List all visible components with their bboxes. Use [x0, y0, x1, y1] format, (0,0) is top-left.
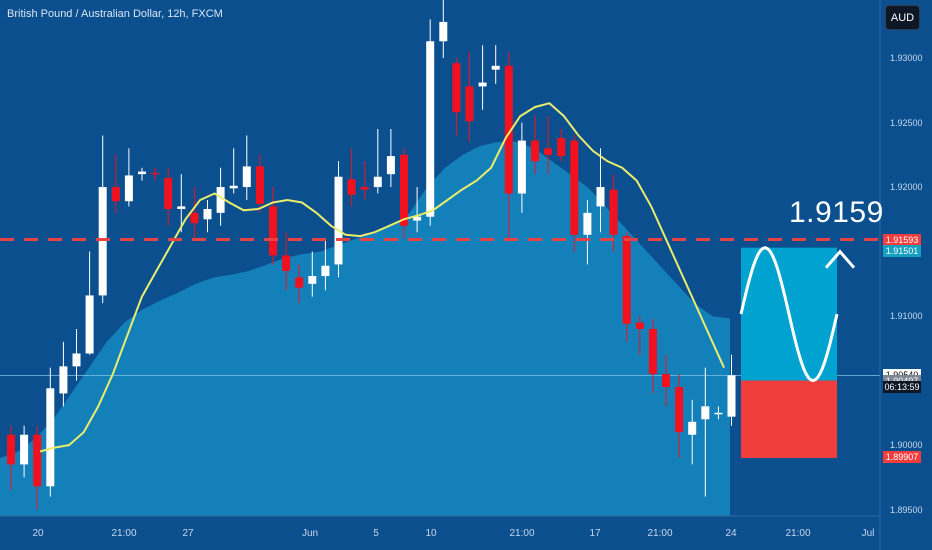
candle-body — [583, 212, 592, 235]
x-tick-label: 20 — [32, 528, 44, 539]
candle-body — [20, 434, 29, 465]
x-tick-label: 21:00 — [647, 528, 673, 539]
candle-body — [59, 366, 68, 394]
candle-body — [190, 212, 199, 224]
x-tick-label: 21:00 — [785, 528, 811, 539]
y-tick-label: 1.90000 — [890, 440, 923, 451]
candle-body — [635, 322, 644, 329]
candle-body — [203, 208, 212, 220]
ma-area — [0, 141, 730, 516]
candle-body — [648, 328, 657, 375]
y-tick-label: 1.92500 — [890, 117, 923, 128]
candle-body — [282, 255, 291, 271]
y-tick-label: 1.89500 — [890, 504, 923, 515]
candle-body — [714, 412, 723, 415]
candle-body — [164, 178, 173, 209]
x-tick-label: 24 — [725, 528, 737, 539]
candle-body — [255, 166, 264, 204]
y-tick-label: 1.91000 — [890, 311, 923, 322]
candle-body — [98, 187, 107, 296]
candle-body — [46, 388, 55, 487]
x-tick-label: Jul — [861, 528, 875, 539]
candle-body — [400, 154, 408, 226]
candle-body — [373, 176, 382, 188]
x-tick-label: 21:00 — [111, 528, 137, 539]
x-tick-label: Jun — [301, 528, 319, 539]
stop-zone — [741, 380, 837, 458]
candle-body — [386, 156, 395, 175]
candle-body — [504, 65, 513, 194]
price-tag: 1.91593 — [883, 233, 921, 246]
chart-title: British Pound / Australian Dollar, 12h, … — [7, 8, 223, 20]
candle-body — [360, 187, 369, 190]
candle-body — [478, 82, 487, 87]
candle-body — [701, 406, 710, 420]
candle-body — [138, 171, 146, 175]
currency-button[interactable]: AUD — [885, 5, 920, 30]
candle-body — [439, 21, 448, 42]
candle-body — [7, 434, 15, 465]
candle-body — [622, 236, 631, 324]
candle-body — [72, 353, 81, 367]
candle-body — [727, 375, 736, 417]
candle-body — [452, 63, 461, 113]
candle-body — [570, 140, 579, 235]
x-tick-label: 10 — [425, 528, 437, 539]
candle-body — [557, 138, 566, 157]
candle-body — [216, 187, 225, 213]
candle-body — [177, 206, 186, 209]
x-tick-label: 5 — [373, 528, 379, 539]
candle-body — [229, 185, 238, 189]
candle-body — [609, 189, 618, 235]
candle-body — [334, 176, 343, 265]
candle-body — [321, 265, 330, 277]
projection-wave — [739, 246, 839, 383]
x-tick-label: 21:00 — [509, 528, 535, 539]
candle-body — [85, 295, 94, 354]
candle-body — [242, 166, 251, 188]
candle-body — [517, 140, 526, 194]
y-tick-label: 1.92000 — [890, 182, 923, 193]
x-tick-label: 27 — [182, 528, 194, 539]
candle-body — [33, 434, 42, 487]
candle-body — [675, 387, 684, 433]
candle-body — [596, 187, 605, 207]
candle-body — [295, 277, 304, 288]
candle-body — [413, 216, 422, 221]
candle-body — [124, 175, 133, 202]
candle-body — [491, 65, 500, 70]
projection-arrow-icon — [824, 249, 856, 269]
candle-body — [426, 41, 435, 217]
candle-body — [269, 206, 277, 256]
candle-body — [111, 187, 120, 202]
countdown-label: 06:13:59 — [883, 381, 921, 394]
candle-body — [347, 179, 356, 195]
price-tag: 1.91501 — [883, 245, 921, 258]
candle-body — [544, 148, 553, 155]
candle-body — [531, 140, 539, 162]
y-tick-label: 1.93000 — [890, 53, 923, 64]
x-tick-label: 17 — [589, 528, 601, 539]
price-tag: 1.89907 — [883, 451, 921, 464]
candle-body — [151, 172, 160, 175]
ma-line — [39, 102, 725, 453]
candle-body — [662, 374, 670, 387]
candle-body — [308, 276, 317, 284]
candle-body — [465, 86, 474, 122]
candle-body — [688, 421, 697, 435]
target-price-label: 1.9159 — [789, 196, 884, 229]
